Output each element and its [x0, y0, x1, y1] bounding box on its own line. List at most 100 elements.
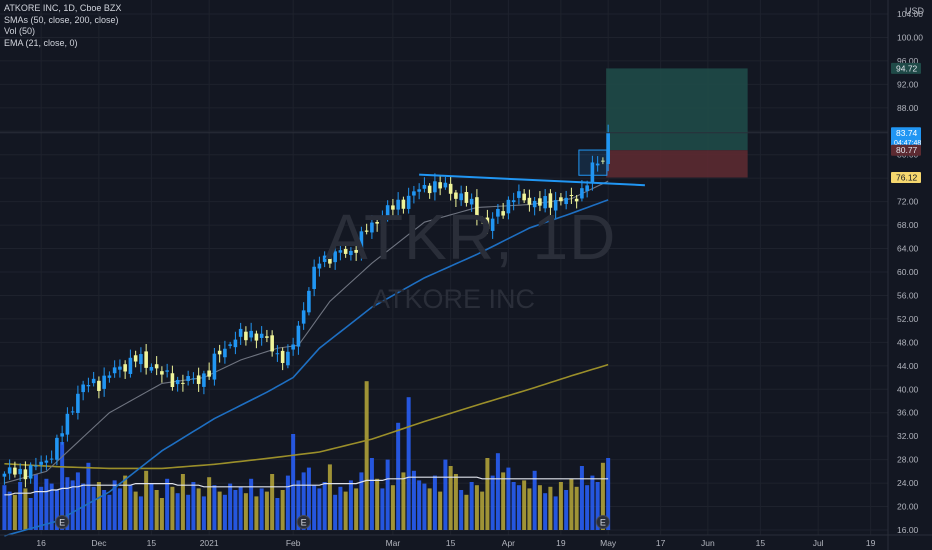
candle-body — [128, 357, 133, 374]
indicator-ema-legend[interactable]: EMA (21, close, 0) — [4, 37, 78, 48]
price-tick-label: 52.00 — [897, 314, 919, 324]
price-axis[interactable]: 16.00 20.00 24.00 28.00 32.00 36.00 40.00 44.00… — [887, 0, 923, 550]
candle-body — [28, 465, 33, 479]
candle-body — [559, 197, 563, 202]
candle-body — [275, 353, 280, 355]
candle-body — [296, 325, 301, 347]
candle-body — [249, 330, 253, 338]
candle-body — [265, 336, 269, 338]
volume-bar — [427, 488, 432, 530]
candle-body — [601, 160, 605, 162]
price-tick-label: 64.00 — [897, 244, 919, 254]
sma50-line — [4, 199, 609, 537]
volume-bar — [128, 485, 133, 530]
volume-bar — [243, 493, 248, 530]
candle-body — [91, 378, 96, 384]
volume-bar — [175, 493, 180, 530]
price-tick-label: 32.00 — [897, 431, 919, 441]
position-tool[interactable] — [606, 68, 748, 178]
volume-bar — [217, 491, 222, 530]
time-tick-label: Mar — [386, 538, 401, 548]
volume-bar — [112, 480, 117, 530]
candle-body — [328, 257, 332, 264]
volume-bar — [275, 498, 280, 530]
candle-body — [55, 437, 59, 460]
volume-bar — [123, 475, 128, 530]
candle-body — [244, 331, 248, 341]
volume-bar — [390, 485, 395, 530]
candle-body — [223, 348, 227, 358]
volume-bar — [527, 488, 532, 530]
volume-bar — [537, 485, 542, 530]
candle-body — [359, 231, 364, 254]
candle-body — [580, 188, 584, 199]
volume-bar — [65, 477, 70, 530]
candle-body — [606, 132, 610, 164]
currency-label: USD — [905, 6, 925, 16]
volume-bar — [501, 472, 506, 530]
candle-body — [212, 353, 217, 380]
price-tick-label: 40.00 — [897, 384, 919, 394]
candle-body — [170, 373, 175, 388]
volume-bar — [238, 486, 243, 530]
candle-body — [364, 230, 369, 232]
candle-body — [469, 198, 474, 205]
candle-body — [23, 469, 28, 480]
volume-bar — [291, 434, 296, 530]
volume-bar — [354, 488, 359, 530]
chart-legend: ATKORE INC, 1D, Cboe BZX SMAs (50, close… — [4, 3, 121, 49]
volume-bar — [170, 486, 175, 530]
volume-bar — [154, 490, 159, 530]
candle-body — [590, 162, 595, 183]
candle-body — [217, 350, 222, 355]
volume-bar — [369, 458, 374, 530]
candle-body — [139, 354, 143, 365]
candle-body — [44, 460, 49, 463]
earnings-marker-label: E — [301, 518, 307, 528]
volume-bar — [91, 486, 96, 530]
volume-bar — [327, 464, 332, 530]
candle-body — [238, 328, 243, 337]
candle-body — [39, 461, 43, 465]
candle-body — [259, 333, 264, 338]
candle-body — [317, 263, 322, 269]
volume-bar — [564, 490, 569, 530]
candlestick-series[interactable] — [2, 124, 610, 488]
volume-bar — [18, 482, 23, 530]
candle-body — [333, 251, 337, 263]
candle-body — [412, 191, 416, 196]
volume-bar — [33, 474, 38, 530]
candle-body — [517, 191, 521, 198]
selection-box — [578, 149, 608, 176]
volume-bar — [301, 472, 306, 530]
candle-body — [76, 393, 80, 414]
earnings-marker-icon — [55, 515, 70, 529]
time-axis[interactable]: 16 Dec 15 2021 Feb Mar 15 Apr 19 May 17 Jun 15 Jul 19 — [0, 534, 932, 548]
volume-bar — [600, 462, 605, 530]
candle-body — [543, 196, 547, 209]
candle-body — [433, 181, 437, 193]
candle-body — [338, 250, 343, 253]
volume-bar — [480, 491, 485, 530]
time-tick-label: 16 — [36, 538, 46, 548]
candle-body — [307, 290, 311, 313]
candle-body — [2, 473, 7, 477]
volume-bar — [453, 474, 458, 530]
volume-bar — [459, 490, 464, 530]
candle-body — [65, 413, 70, 435]
candle-body — [107, 375, 112, 378]
symbol-title[interactable]: ATKORE INC, 1D, Cboe BZX — [4, 3, 122, 13]
volume-bar — [180, 474, 185, 530]
indicator-volume-legend[interactable]: Vol (50) — [4, 26, 36, 36]
candle-body — [595, 163, 600, 166]
volume-bar — [543, 493, 548, 530]
volume-bar — [23, 488, 28, 530]
price-label-tag — [891, 62, 921, 74]
candle-body — [133, 355, 138, 362]
indicator-sma-legend[interactable]: SMAs (50, close, 200, close) — [4, 14, 119, 25]
candle-body — [343, 248, 348, 254]
price-label-value: 83.74 — [896, 128, 918, 138]
